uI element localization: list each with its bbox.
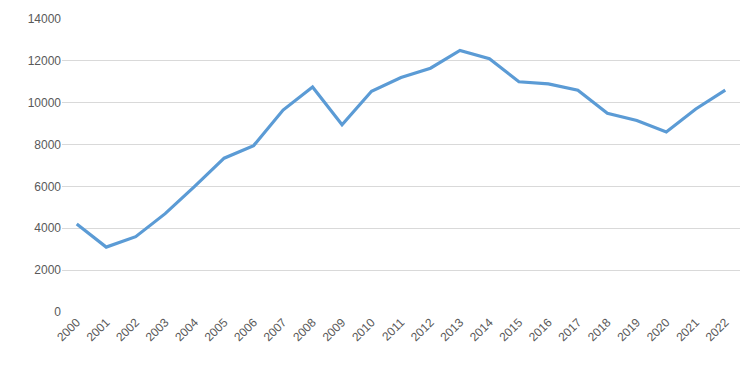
svg-text:10000: 10000 xyxy=(28,96,62,110)
svg-text:2015: 2015 xyxy=(496,315,525,344)
svg-text:2009: 2009 xyxy=(320,315,349,344)
svg-text:2016: 2016 xyxy=(526,315,555,344)
svg-text:2019: 2019 xyxy=(614,315,643,344)
svg-text:2001: 2001 xyxy=(84,315,113,344)
svg-text:2014: 2014 xyxy=(467,315,496,344)
svg-text:4000: 4000 xyxy=(34,221,61,235)
svg-text:2022: 2022 xyxy=(703,315,732,344)
svg-text:2013: 2013 xyxy=(438,315,467,344)
svg-text:2018: 2018 xyxy=(585,315,614,344)
svg-text:2010: 2010 xyxy=(349,315,378,344)
svg-text:2007: 2007 xyxy=(261,315,290,344)
svg-text:2005: 2005 xyxy=(202,315,231,344)
svg-text:2020: 2020 xyxy=(644,315,673,344)
svg-text:2021: 2021 xyxy=(673,315,702,344)
svg-text:2012: 2012 xyxy=(408,315,437,344)
svg-text:2006: 2006 xyxy=(231,315,260,344)
svg-text:2003: 2003 xyxy=(143,315,172,344)
svg-text:2000: 2000 xyxy=(54,315,83,344)
svg-text:2011: 2011 xyxy=(379,315,407,343)
svg-text:2017: 2017 xyxy=(555,315,584,344)
svg-text:0: 0 xyxy=(54,305,61,319)
svg-text:8000: 8000 xyxy=(34,138,61,152)
svg-text:2004: 2004 xyxy=(172,315,201,344)
svg-text:2008: 2008 xyxy=(290,315,319,344)
svg-text:6000: 6000 xyxy=(34,180,61,194)
svg-text:14000: 14000 xyxy=(28,12,62,26)
svg-text:2002: 2002 xyxy=(113,315,142,344)
svg-text:2000: 2000 xyxy=(34,263,61,277)
svg-text:12000: 12000 xyxy=(28,54,62,68)
